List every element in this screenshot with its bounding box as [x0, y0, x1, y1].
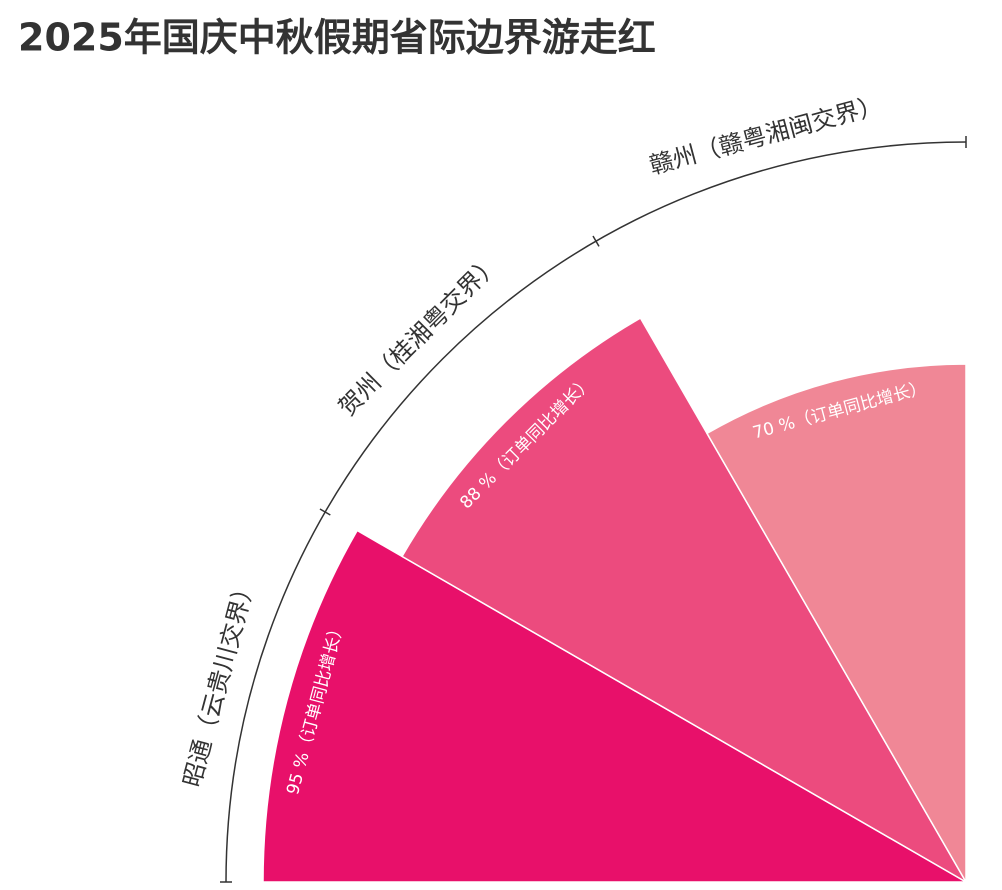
arc-tick [319, 508, 331, 516]
sector [705, 363, 967, 885]
sector [401, 317, 969, 885]
category-label: 昭通（云贵川交界） [178, 574, 261, 790]
chart-title: 2025年国庆中秋假期省际边界游走红 [18, 16, 656, 60]
category-label: 贺州（桂湘粤交界） [333, 249, 506, 422]
category-label: 赣州（赣粤湘闽交界） [646, 91, 885, 180]
arc-tick [592, 235, 600, 247]
outer-arc [225, 141, 967, 883]
sector [262, 529, 969, 883]
